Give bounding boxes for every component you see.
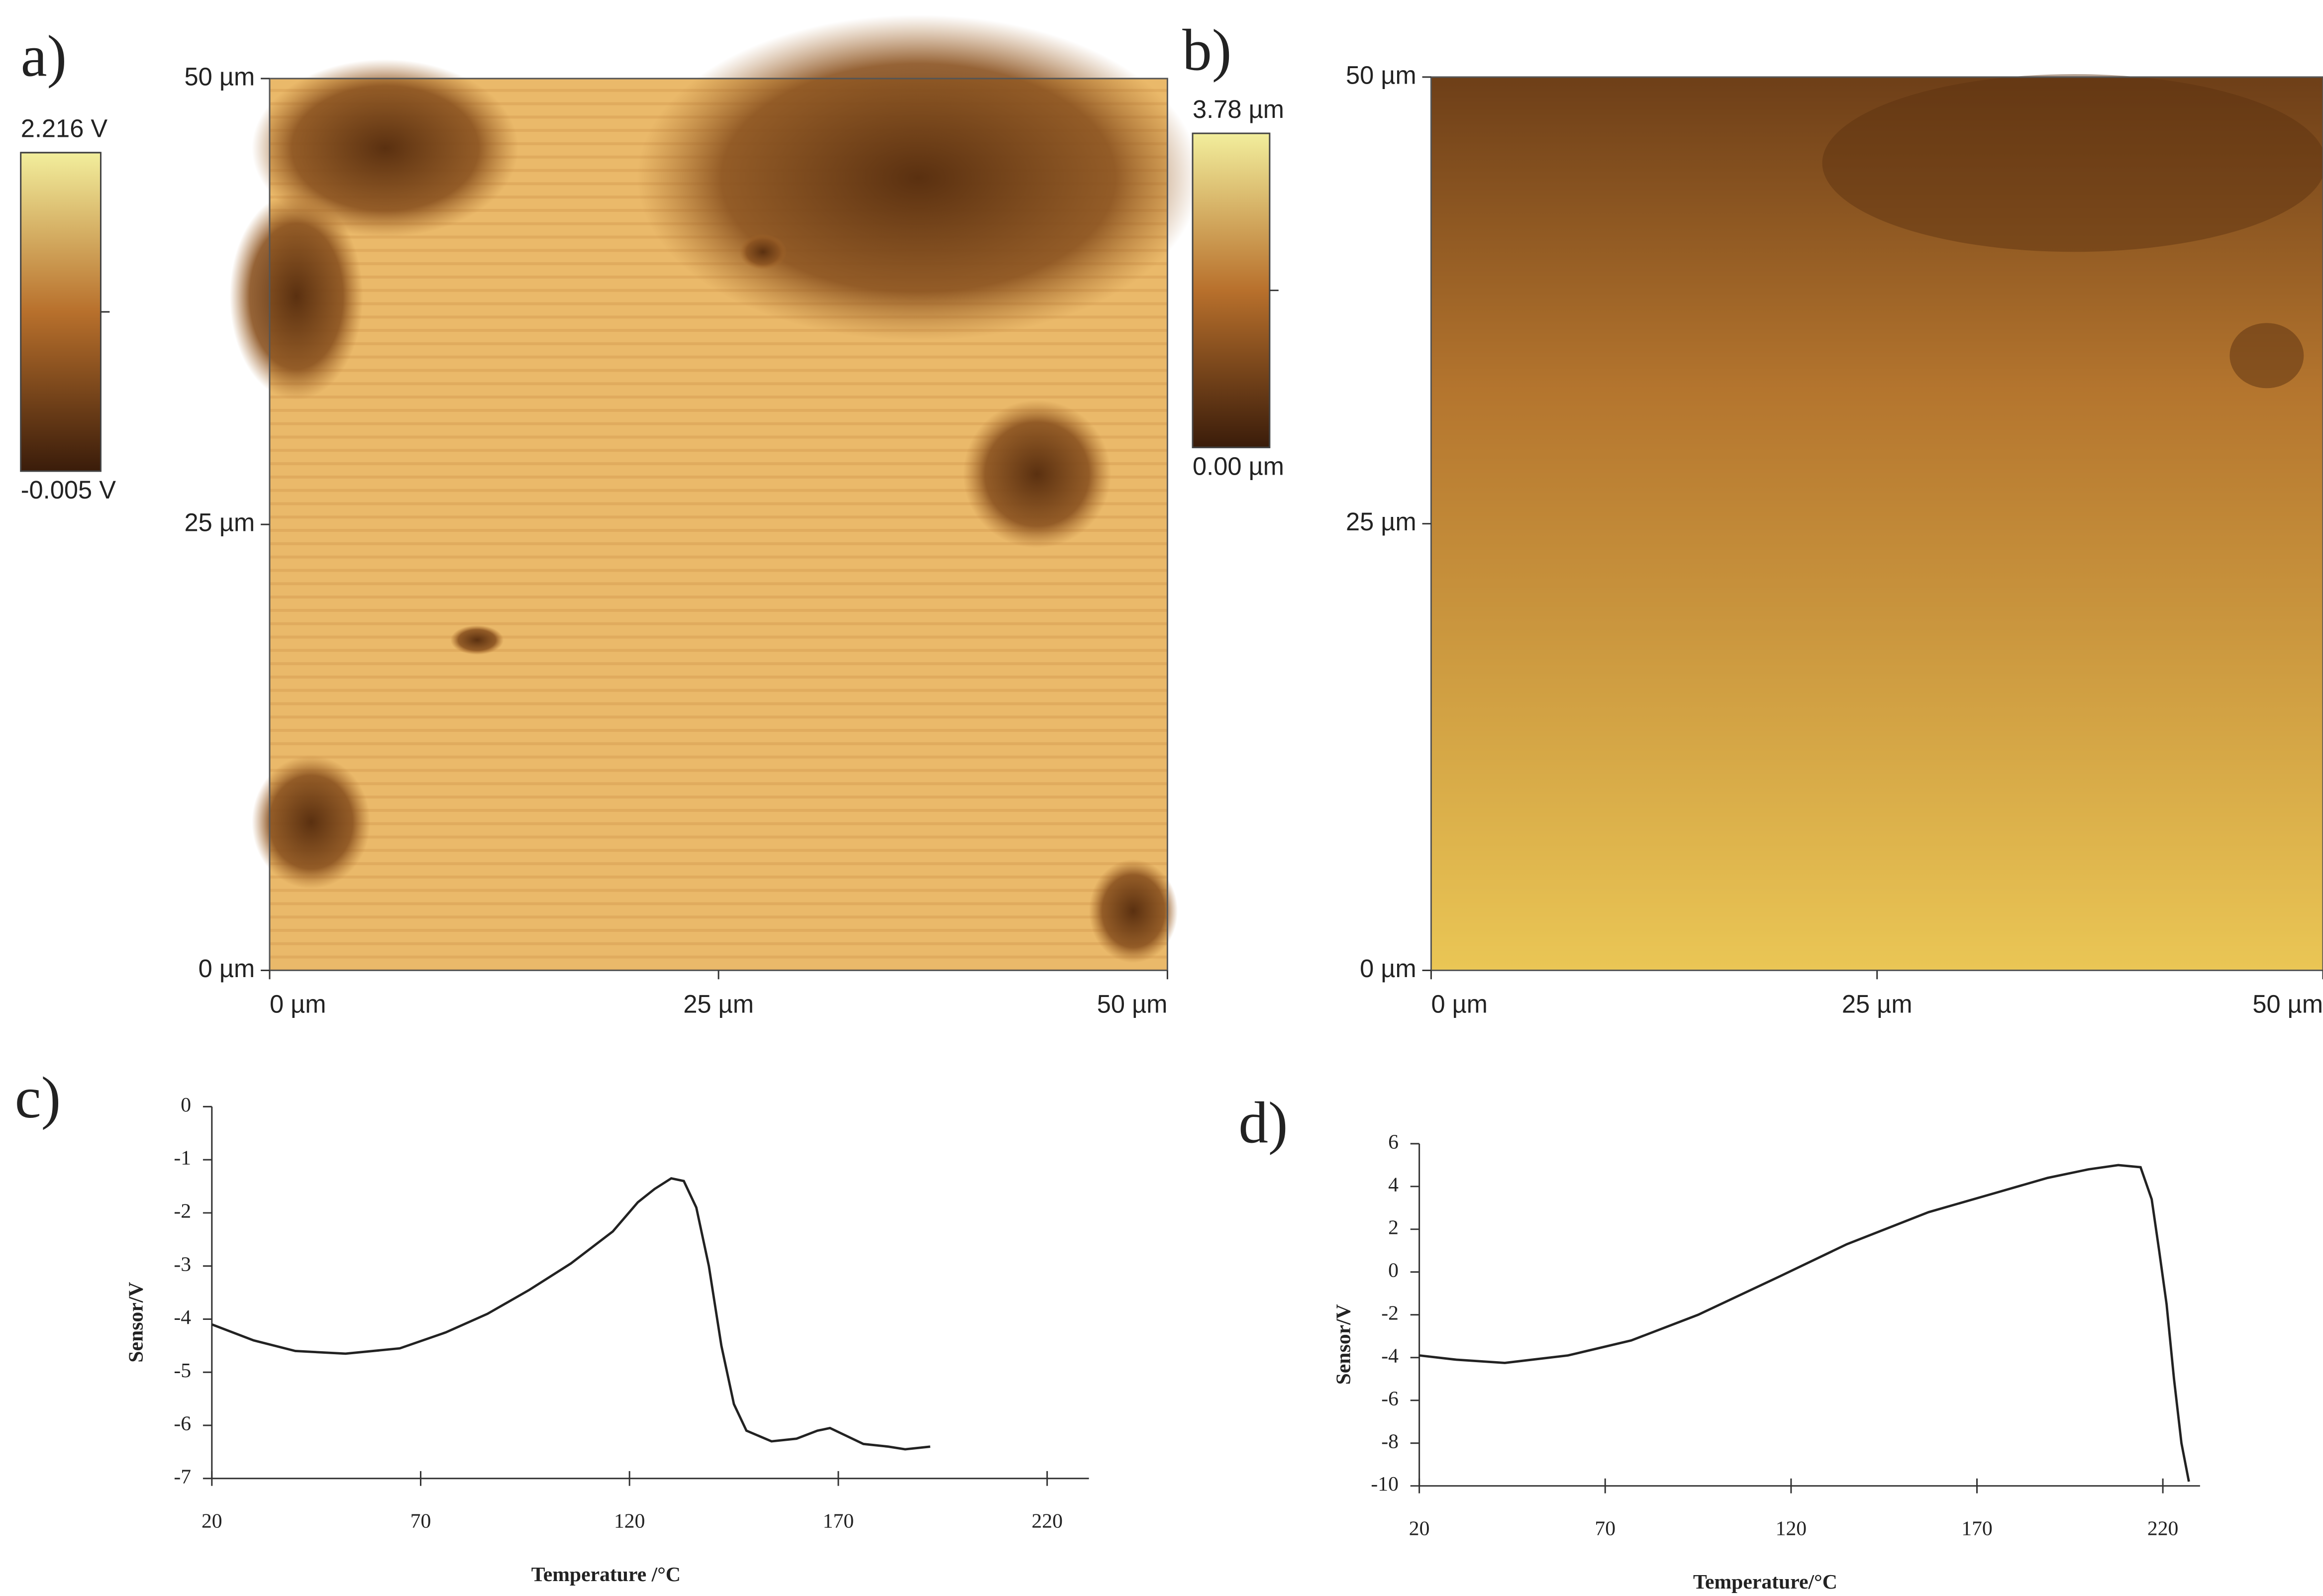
x-tick-label: 50 µm: [1097, 990, 1168, 1018]
x-tick-label: 0 µm: [1431, 990, 1488, 1018]
x-tick-label: 220: [2147, 1517, 2179, 1540]
x-tick-label: 120: [1776, 1517, 1807, 1540]
x-tick-label: 20: [1409, 1517, 1430, 1540]
colorbar: [20, 152, 101, 472]
colorbar-label: 2.216 V: [21, 114, 108, 142]
y-tick-label: 6: [1388, 1130, 1399, 1153]
y-tick-label: -6: [174, 1412, 191, 1435]
x-tick-label: 50 µm: [2252, 990, 2323, 1018]
panel-label: b): [1182, 17, 1231, 83]
panel-label: a): [21, 23, 67, 89]
y-tick-label: -3: [174, 1253, 191, 1276]
y-tick-label: 50 µm: [184, 62, 255, 91]
y-tick-label: -4: [1381, 1344, 1399, 1367]
y-axis-title: Sensor/V: [1332, 1304, 1355, 1385]
y-tick-label: -10: [1371, 1473, 1399, 1496]
y-tick-label: -4: [174, 1306, 191, 1329]
y-tick-label: -7: [174, 1465, 191, 1488]
x-tick-label: 120: [614, 1510, 645, 1533]
y-tick-label: -8: [1381, 1430, 1399, 1453]
x-tick-label: 220: [1031, 1510, 1063, 1533]
y-tick-label: 0 µm: [199, 954, 255, 983]
y-tick-label: -2: [1381, 1301, 1399, 1324]
afm-image-a: [229, 14, 1200, 971]
y-tick-label: 4: [1388, 1173, 1399, 1196]
y-tick-label: 0: [1388, 1259, 1399, 1282]
colorbar-label: 3.78 µm: [1193, 95, 1284, 123]
y-tick-label: 0: [181, 1094, 191, 1116]
x-tick-label: 25 µm: [683, 990, 754, 1018]
y-tick-label: 25 µm: [1346, 507, 1416, 536]
colorbar-label: -0.005 V: [21, 476, 116, 504]
x-tick-label: 70: [1595, 1517, 1616, 1540]
y-tick-label: -5: [174, 1359, 191, 1382]
x-axis-title: Temperature/°C: [1693, 1571, 1837, 1594]
y-tick-label: -2: [174, 1200, 191, 1223]
x-tick-label: 170: [1961, 1517, 1993, 1540]
x-tick-label: 70: [410, 1510, 431, 1533]
y-axis-title: Sensor/V: [124, 1282, 147, 1363]
x-tick-label: 25 µm: [1842, 990, 1913, 1018]
data-line: [1419, 1164, 2190, 1482]
y-tick-label: 2: [1388, 1216, 1399, 1239]
y-tick-label: 0 µm: [1360, 954, 1416, 983]
panel-label: c): [15, 1065, 61, 1130]
x-axis-title: Temperature /°C: [531, 1563, 681, 1586]
colorbar-label: 0.00 µm: [1193, 452, 1284, 480]
y-tick-label: -1: [174, 1147, 191, 1170]
y-tick-label: -6: [1381, 1387, 1399, 1410]
y-tick-label: 50 µm: [1346, 61, 1416, 89]
data-line: [211, 1177, 930, 1451]
afm-image-b: [1431, 74, 2323, 971]
colorbar: [1192, 132, 1271, 448]
panel-label: d): [1238, 1090, 1288, 1155]
x-tick-label: 20: [202, 1510, 222, 1533]
y-tick-label: 25 µm: [184, 508, 255, 537]
x-tick-label: 170: [823, 1510, 854, 1533]
x-tick-label: 0 µm: [270, 990, 326, 1018]
